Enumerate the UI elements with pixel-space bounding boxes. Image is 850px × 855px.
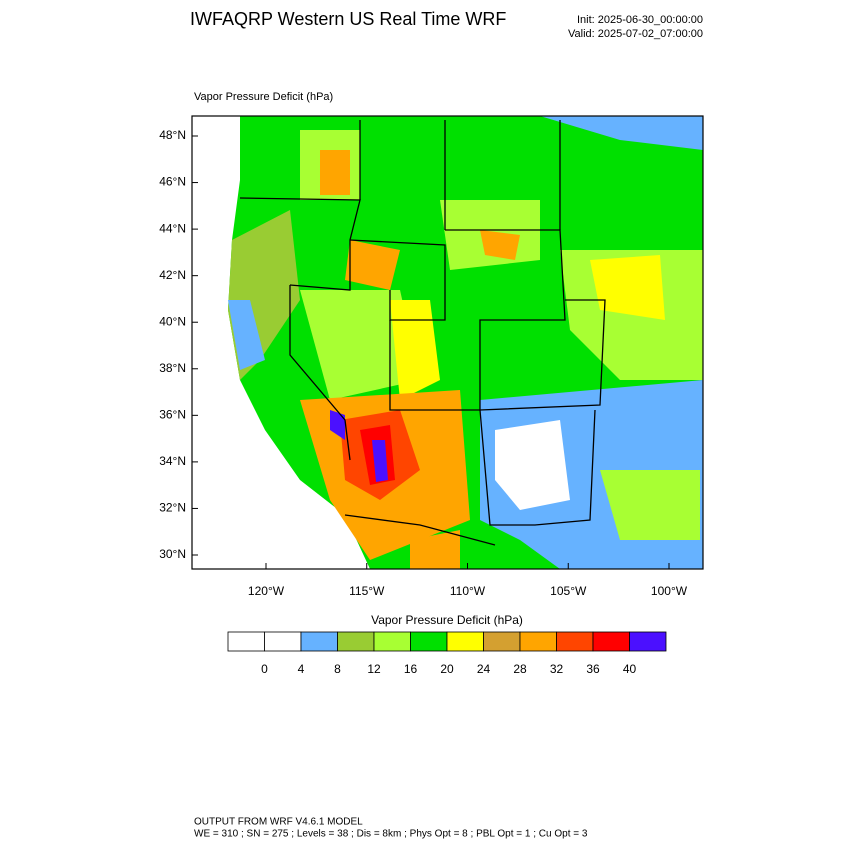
footer-line: WE = 310 ; SN = 275 ; Levels = 38 ; Dis … [194,829,588,840]
lat-tick-label: 46°N [159,175,186,189]
colorbar-box [227,631,265,652]
lat-tick-label: 30°N [159,547,186,561]
boundaries [239,120,606,546]
plot-label: Vapor Pressure Deficit (hPa) [194,91,333,103]
lon-tick-label: 100°W [651,584,688,598]
colorbar-tick-label: 16 [404,662,418,676]
colorbar-box [410,631,448,652]
lat-tick-label: 44°N [159,221,186,235]
lat-tick-label: 36°N [159,408,186,422]
colorbar-tick-label: 4 [298,662,305,676]
lat-tick-label: 38°N [159,361,186,375]
lon-tick-label: 105°W [550,584,587,598]
lat-tick-label: 40°N [159,314,186,328]
colorbar-tick-label: 8 [334,662,341,676]
colorbar-box [337,631,375,652]
lon-tick-label: 120°W [248,584,285,598]
lat-tick-label: 32°N [159,501,186,515]
colorbar-box [300,631,338,652]
colorbar-tick-label: 20 [440,662,454,676]
colorbar-tick-label: 0 [261,662,268,676]
lon-tick-label: 110°W [450,584,486,598]
colorbar-box [556,631,594,652]
colorbar-box [592,631,630,652]
valid-time: Valid: 2025-07-02_07:00:00 [568,28,703,40]
colorbar-tick-label: 24 [477,662,491,676]
colorbar-tick-label: 32 [550,662,564,676]
footer-line: OUTPUT FROM WRF V4.6.1 MODEL [194,817,363,828]
map-frame [191,115,704,570]
colorbar-box [629,631,667,652]
colorbar-tick-label: 40 [623,662,637,676]
lat-tick-label: 42°N [159,268,186,282]
colorbar-box [373,631,411,652]
colorbar-tick-label: 12 [367,662,381,676]
colorbar-tick-label: 28 [513,662,527,676]
colorbar-box [446,631,484,652]
colorbar-box [264,631,302,652]
lat-tick-label: 48°N [159,128,186,142]
colorbar-title: Vapor Pressure Deficit (hPa) [371,613,523,627]
colorbar-box [483,631,521,652]
lon-tick-label: 115°W [349,584,385,598]
title: IWFAQRP Western US Real Time WRF [190,9,506,29]
map-field [192,116,703,569]
lat-tick-label: 34°N [159,454,186,468]
colorbar-box [519,631,557,652]
init-time: Init: 2025-06-30_00:00:00 [577,14,703,26]
colorbar-tick-label: 36 [586,662,600,676]
